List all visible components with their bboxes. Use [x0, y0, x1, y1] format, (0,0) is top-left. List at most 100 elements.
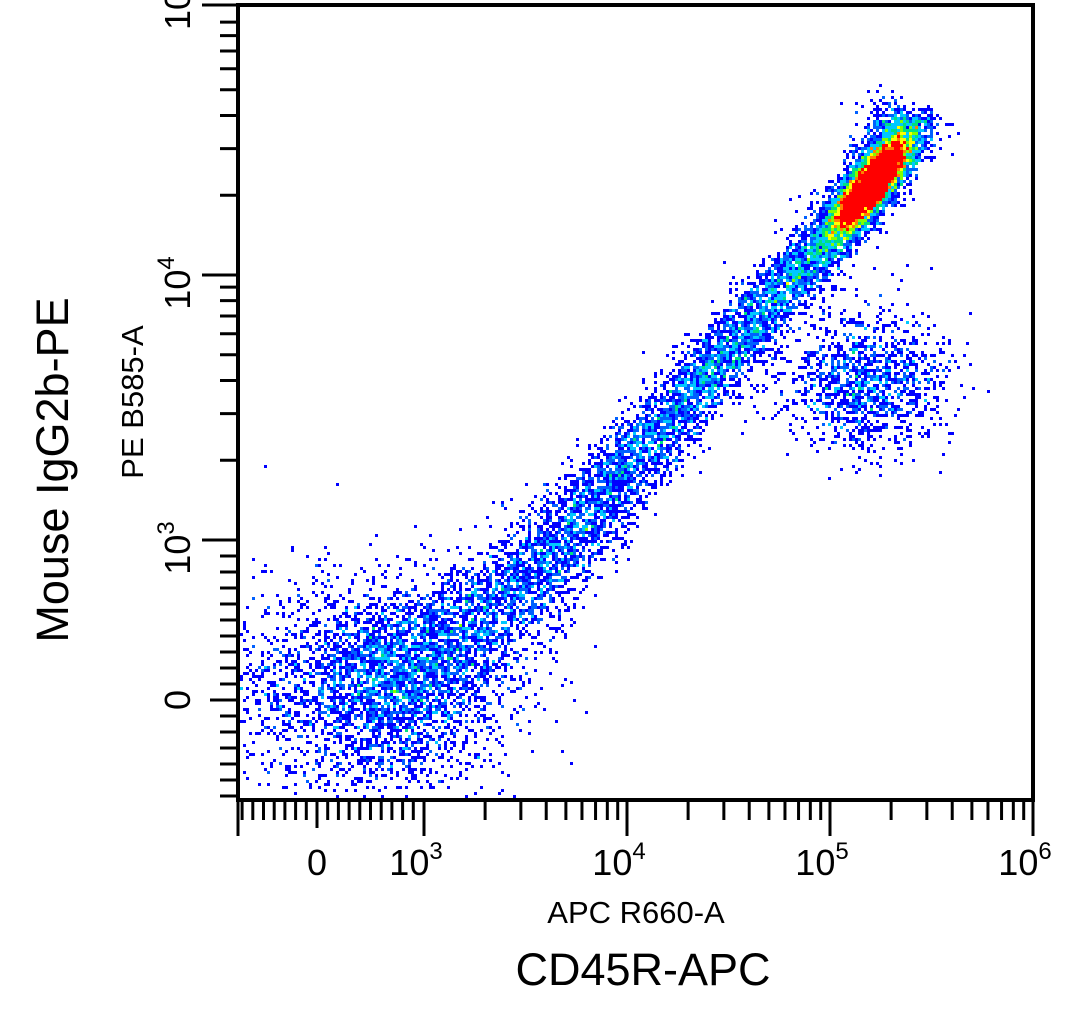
- density-bin: [516, 723, 519, 726]
- density-bin: [294, 684, 297, 687]
- density-bin: [819, 381, 822, 384]
- density-bin: [906, 369, 909, 372]
- density-bin: [786, 453, 789, 456]
- density-bin: [849, 201, 852, 204]
- density-bin: [447, 687, 450, 690]
- density-bin: [327, 705, 330, 708]
- density-bin: [459, 588, 462, 591]
- density-bin: [819, 384, 822, 387]
- density-bin: [468, 657, 471, 660]
- density-bin: [840, 216, 843, 219]
- density-bin: [429, 705, 432, 708]
- density-bin: [396, 588, 399, 591]
- density-bin: [846, 222, 849, 225]
- density-bin: [414, 645, 417, 648]
- density-bin: [879, 183, 882, 186]
- density-bin: [309, 672, 312, 675]
- density-bin: [780, 276, 783, 279]
- density-bin: [315, 618, 318, 621]
- density-bin: [885, 144, 888, 147]
- density-bin: [303, 660, 306, 663]
- density-bin: [345, 696, 348, 699]
- density-bin: [246, 630, 249, 633]
- density-bin: [861, 198, 864, 201]
- density-bin: [654, 381, 657, 384]
- density-bin: [417, 699, 420, 702]
- density-bin: [501, 627, 504, 630]
- density-bin: [306, 690, 309, 693]
- density-bin: [501, 621, 504, 624]
- density-bin: [606, 456, 609, 459]
- density-bin: [882, 309, 885, 312]
- density-bin: [708, 447, 711, 450]
- density-bin: [516, 576, 519, 579]
- density-bin: [486, 738, 489, 741]
- density-bin: [276, 693, 279, 696]
- density-bin: [261, 615, 264, 618]
- density-bin: [519, 612, 522, 615]
- density-bin: [840, 468, 843, 471]
- density-bin: [372, 693, 375, 696]
- density-bin: [408, 717, 411, 720]
- density-bin: [906, 375, 909, 378]
- density-bin: [948, 123, 951, 126]
- density-bin: [858, 198, 861, 201]
- density-bin: [315, 750, 318, 753]
- density-bin: [846, 402, 849, 405]
- density-bin: [873, 162, 876, 165]
- density-bin: [405, 690, 408, 693]
- density-bin: [414, 777, 417, 780]
- density-bin: [450, 690, 453, 693]
- density-bin: [948, 339, 951, 342]
- density-bin: [567, 519, 570, 522]
- density-bin: [798, 285, 801, 288]
- density-bin: [594, 519, 597, 522]
- density-bin: [282, 723, 285, 726]
- density-bin: [795, 228, 798, 231]
- density-bin: [825, 204, 828, 207]
- density-bin: [762, 363, 765, 366]
- density-bin: [408, 621, 411, 624]
- density-bin: [429, 783, 432, 786]
- density-bin: [858, 315, 861, 318]
- density-bin: [396, 774, 399, 777]
- density-bin: [459, 624, 462, 627]
- density-bin: [501, 705, 504, 708]
- density-bin: [246, 696, 249, 699]
- density-bin: [453, 741, 456, 744]
- density-bin: [672, 426, 675, 429]
- density-bin: [510, 522, 513, 525]
- density-bin: [291, 747, 294, 750]
- density-bin: [315, 696, 318, 699]
- density-bin: [843, 318, 846, 321]
- density-bin: [879, 429, 882, 432]
- density-bin: [429, 621, 432, 624]
- density-bin: [828, 315, 831, 318]
- density-bin: [933, 396, 936, 399]
- density-bin: [435, 609, 438, 612]
- density-bin: [882, 120, 885, 123]
- density-bin: [780, 291, 783, 294]
- density-bin: [804, 390, 807, 393]
- density-bin: [822, 288, 825, 291]
- density-bin: [879, 426, 882, 429]
- density-bin: [933, 117, 936, 120]
- density-bin: [804, 267, 807, 270]
- density-bin: [498, 792, 501, 795]
- density-bin: [423, 633, 426, 636]
- density-bin: [921, 147, 924, 150]
- density-bin: [522, 570, 525, 573]
- density-bin: [837, 252, 840, 255]
- density-bin: [315, 735, 318, 738]
- density-bin: [243, 639, 246, 642]
- density-bin: [279, 732, 282, 735]
- density-bin: [870, 375, 873, 378]
- density-bin: [747, 339, 750, 342]
- density-bin: [438, 684, 441, 687]
- density-bin: [519, 561, 522, 564]
- density-bin: [906, 132, 909, 135]
- density-bin: [345, 612, 348, 615]
- density-bin: [894, 192, 897, 195]
- density-bin: [924, 123, 927, 126]
- density-bin: [870, 147, 873, 150]
